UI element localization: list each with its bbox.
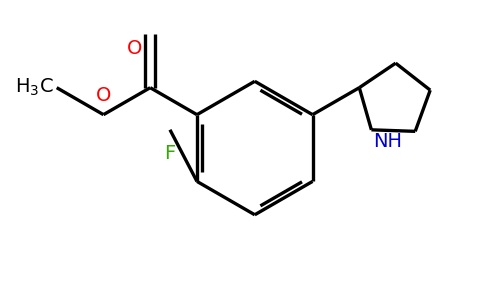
Text: F: F [165, 145, 176, 164]
Text: O: O [127, 39, 142, 58]
Text: H$_3$C: H$_3$C [15, 77, 54, 98]
Text: O: O [96, 86, 111, 105]
Text: NH: NH [373, 132, 402, 151]
